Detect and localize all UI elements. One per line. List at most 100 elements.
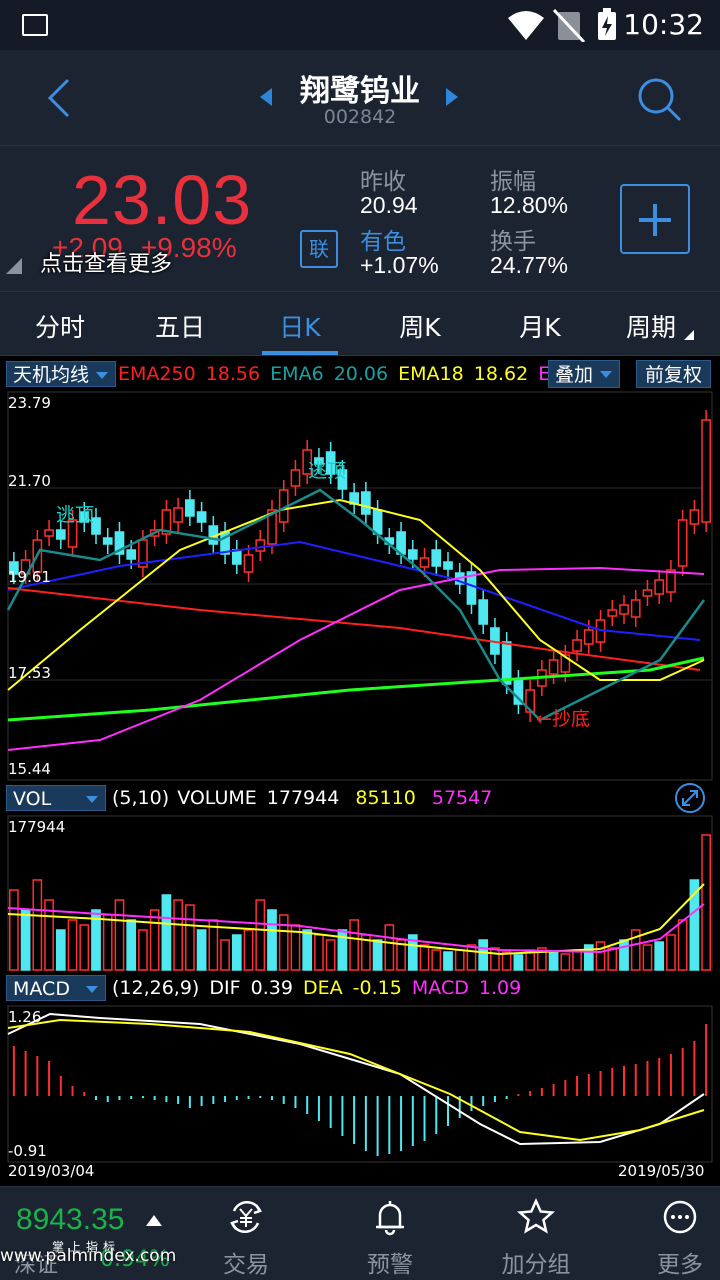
macd-label: MACD <box>411 977 469 999</box>
tab-daily-k[interactable]: 日K <box>279 313 321 342</box>
dea-value: -0.15 <box>352 977 402 999</box>
candle-body <box>302 449 313 475</box>
turnover-value: 24.77% <box>490 252 569 278</box>
ema-pink-line <box>7 566 705 751</box>
tab-intraday[interactable]: 分时 <box>34 313 85 342</box>
ema18-line <box>7 498 705 691</box>
overlay-dropdown[interactable]: 叠加 <box>548 360 621 388</box>
period-tabs: 分时 五日 日K 周K 月K 周期 <box>0 294 720 356</box>
chart-area[interactable]: 天机均线 EMA250 18.56 EMA6 20.06 EMA18 18.62… <box>0 356 720 1186</box>
volume-bar <box>102 914 113 971</box>
add-watchlist-button[interactable] <box>620 184 690 254</box>
candle-body <box>255 539 266 552</box>
volume-bar <box>654 941 665 971</box>
y-tick-3: 17.53 <box>8 664 51 682</box>
index-value[interactable]: 8943.35 <box>16 1203 125 1236</box>
annotation-top-2: 逃顶 <box>308 460 347 482</box>
volume-bar <box>513 954 524 971</box>
volume-bar <box>642 944 653 971</box>
volume-bar <box>677 919 688 971</box>
candle-body <box>478 599 489 625</box>
quote-panel: 23.03 +2.09 +9.98% 点击查看更多 联 昨收 20.94 有色 +… <box>0 146 720 292</box>
stock-header: 翔鹭钨业 002842 <box>0 50 720 146</box>
candle-body <box>231 549 242 565</box>
related-button[interactable]: 联 <box>300 230 338 268</box>
ema18-value: 18.62 <box>473 363 529 385</box>
macd-indicator-dropdown[interactable]: MACD <box>6 975 106 1001</box>
date-end: 2019/05/30 <box>618 1162 705 1180</box>
candle-body <box>701 419 711 523</box>
volume-bar <box>407 934 418 971</box>
volume-bar <box>196 929 207 971</box>
y-tick-0: 23.79 <box>8 394 51 412</box>
search-icon[interactable] <box>634 74 684 124</box>
volume-chart[interactable] <box>0 814 720 972</box>
candle-body <box>677 519 688 567</box>
turnover-label: 换手 <box>490 229 536 255</box>
volume-bar <box>619 939 629 971</box>
annotation-top-1: 逃顶 <box>56 504 95 526</box>
stock-name: 翔鹭钨业 <box>300 74 420 109</box>
sector-label[interactable]: 有色 <box>360 229 406 255</box>
nav-more[interactable]: 更多 <box>630 1197 720 1278</box>
candle-body <box>372 509 383 535</box>
tab-period[interactable]: 周期 <box>625 313 676 342</box>
volume-bar <box>548 951 559 971</box>
change-percent: +9.98% <box>140 232 237 263</box>
prev-stock-arrow-icon[interactable] <box>260 88 272 106</box>
main-indicator-dropdown[interactable]: 天机均线 <box>6 361 117 387</box>
candle-body <box>290 469 301 487</box>
change-amount: +2.09 <box>52 232 123 263</box>
ema250-label: EMA250 <box>118 363 196 385</box>
nav-add-group[interactable]: 加分组 <box>486 1197 586 1278</box>
candle-body <box>689 509 700 525</box>
volume-bar <box>490 947 500 971</box>
watermark-url: www.palmindex.com <box>0 1246 177 1266</box>
candle-body <box>55 529 66 540</box>
nav-alert[interactable]: 预警 <box>340 1197 440 1278</box>
volume-bar <box>337 929 348 971</box>
dea-label: DEA <box>302 977 343 999</box>
volume-bar <box>243 929 254 971</box>
tab-five-day[interactable]: 五日 <box>154 313 205 342</box>
back-icon[interactable] <box>36 74 84 122</box>
candle-body <box>431 549 442 567</box>
gallery-icon <box>22 14 48 36</box>
detail-tip[interactable]: 点击查看更多 <box>40 252 173 277</box>
tab-monthly-k[interactable]: 月K <box>519 313 561 342</box>
nav-trade[interactable]: 交易 <box>196 1197 296 1278</box>
volume-bar <box>302 929 313 971</box>
main-legend: EMA250 18.56 EMA6 20.06 EMA18 18.62 EMA5 <box>118 363 592 385</box>
volume-bar <box>267 909 277 971</box>
candle-body <box>79 511 90 523</box>
sector-change: +1.07% <box>360 252 439 278</box>
tab-weekly-k[interactable]: 周K <box>399 313 441 342</box>
more-icon <box>663 1200 697 1234</box>
candle-body <box>572 639 582 652</box>
candle-body <box>102 537 113 545</box>
macd-chart[interactable] <box>0 1004 720 1164</box>
volume-bar <box>20 909 31 971</box>
volume-bar <box>560 953 571 971</box>
volume-bar <box>689 879 700 971</box>
volume-ma10-line <box>7 903 705 954</box>
macd-legend: (12,26,9) DIF 0.39 DEA -0.15 MACD 1.09 <box>112 977 521 999</box>
candle-body <box>185 499 195 517</box>
volume-indicator-dropdown[interactable]: VOL <box>6 785 106 811</box>
adjust-button[interactable]: 前复权 <box>636 360 712 388</box>
corner-triangle-icon <box>6 258 22 274</box>
volume-bar <box>138 929 148 971</box>
candle-body <box>337 469 348 490</box>
kline-chart[interactable] <box>0 390 720 782</box>
volume-bar <box>161 894 172 971</box>
macd-params: (12,26,9) <box>112 977 200 999</box>
volume-bar <box>701 834 711 971</box>
next-stock-arrow-icon[interactable] <box>446 88 458 106</box>
expand-icon[interactable] <box>674 782 706 814</box>
volume-label: VOLUME <box>177 787 257 809</box>
volume-bar <box>537 947 547 971</box>
candle-body <box>407 549 418 560</box>
candle-body <box>196 511 207 523</box>
status-bar: 10:32 <box>0 0 720 50</box>
volume-bar <box>185 904 195 971</box>
